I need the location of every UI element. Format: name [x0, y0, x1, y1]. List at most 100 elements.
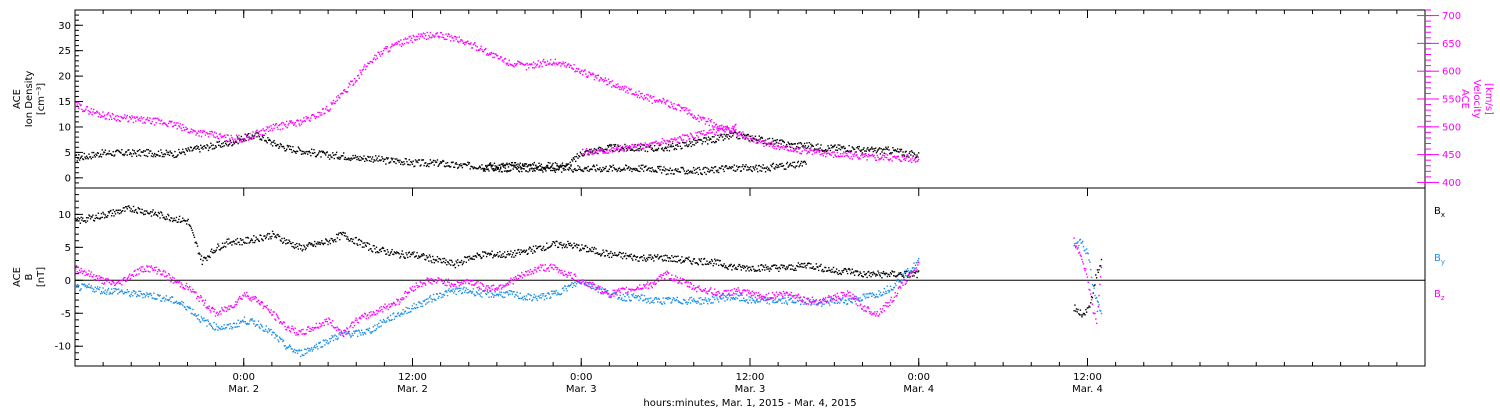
data-point — [596, 149, 598, 152]
data-point — [576, 246, 578, 249]
data-point — [354, 330, 357, 333]
data-point — [545, 294, 547, 297]
data-point — [764, 269, 766, 271]
data-point — [714, 133, 716, 135]
data-point — [571, 67, 574, 70]
data-point — [532, 170, 534, 172]
data-point — [618, 150, 621, 152]
data-point — [831, 301, 833, 303]
data-point — [363, 332, 365, 334]
data-point — [714, 260, 717, 262]
data-point — [842, 146, 844, 148]
data-point — [347, 238, 350, 240]
data-point — [892, 147, 894, 149]
data-point — [542, 168, 545, 170]
data-point — [570, 165, 572, 167]
data-point — [109, 114, 111, 117]
data-point — [443, 165, 446, 167]
data-point — [916, 154, 918, 156]
data-point — [875, 159, 877, 161]
data-point — [110, 118, 113, 121]
data-point — [332, 152, 334, 154]
data-point — [387, 251, 389, 253]
data-point — [858, 273, 860, 276]
data-point — [639, 170, 641, 173]
data-point — [721, 265, 724, 268]
data-point — [375, 251, 377, 254]
data-point — [593, 78, 596, 81]
data-point — [86, 220, 89, 222]
data-point — [187, 131, 189, 133]
data-point — [768, 137, 771, 140]
data-point — [616, 255, 618, 257]
data-point — [164, 218, 167, 221]
data-point — [823, 303, 825, 305]
data-point — [428, 254, 431, 256]
data-point — [446, 263, 448, 266]
data-point — [652, 141, 654, 144]
data-point — [829, 299, 832, 301]
data-point — [429, 256, 432, 258]
data-point — [867, 153, 870, 156]
data-point — [292, 351, 294, 353]
data-point — [853, 148, 855, 150]
data-point — [328, 241, 330, 243]
data-point — [450, 290, 452, 292]
data-point — [428, 296, 431, 298]
data-point — [233, 240, 235, 243]
data-point — [507, 294, 510, 296]
data-point — [263, 129, 265, 132]
data-point — [541, 166, 543, 168]
data-point — [80, 156, 82, 158]
data-point — [621, 146, 623, 149]
data-point — [489, 254, 491, 256]
data-point — [162, 297, 164, 299]
data-point — [367, 242, 369, 244]
data-point — [734, 170, 736, 172]
data-point — [687, 301, 689, 304]
data-point — [792, 143, 794, 145]
data-point — [727, 134, 729, 136]
data-point — [518, 61, 521, 63]
data-point — [388, 50, 390, 53]
data-point — [810, 143, 812, 145]
data-point — [585, 73, 587, 75]
data-point — [835, 268, 838, 270]
data-point — [246, 135, 248, 137]
data-point — [306, 352, 308, 354]
data-point — [114, 115, 117, 118]
data-point — [251, 239, 253, 241]
data-point — [316, 345, 318, 348]
data-point — [619, 252, 621, 254]
data-point — [782, 297, 784, 299]
data-point — [893, 149, 896, 152]
data-point — [777, 300, 779, 302]
data-point — [588, 71, 590, 73]
data-point — [735, 133, 738, 135]
data-point — [115, 209, 118, 212]
data-point — [782, 144, 785, 147]
data-point — [526, 166, 528, 168]
data-point — [835, 149, 837, 151]
data-point — [742, 267, 745, 270]
data-point — [146, 210, 148, 212]
data-point — [585, 167, 588, 169]
data-point — [720, 167, 722, 169]
data-point — [459, 165, 461, 167]
data-point — [482, 50, 485, 53]
data-point — [775, 301, 778, 303]
data-point — [147, 119, 150, 121]
data-point — [625, 257, 628, 260]
data-point — [142, 150, 145, 152]
data-point — [878, 148, 880, 150]
data-point — [525, 249, 528, 251]
data-point — [287, 146, 289, 148]
data-point — [345, 90, 347, 93]
data-point — [785, 266, 788, 268]
data-point — [582, 170, 584, 172]
data-point — [96, 154, 98, 157]
data-point — [644, 166, 646, 168]
data-point — [556, 163, 558, 165]
data-point — [399, 44, 401, 46]
data-point — [240, 321, 243, 323]
